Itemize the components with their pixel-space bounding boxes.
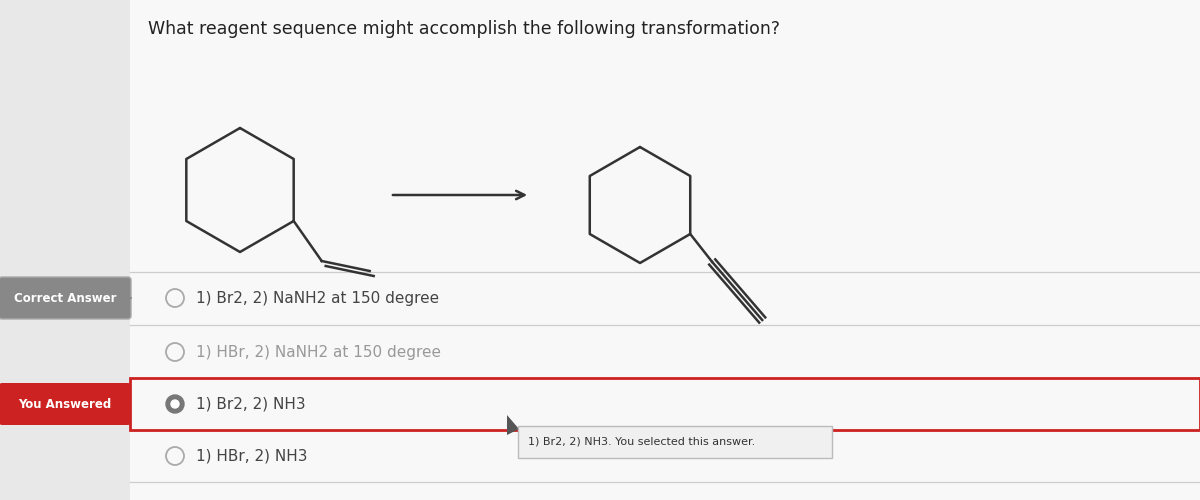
Circle shape (172, 400, 179, 408)
Text: 1) HBr, 2) NaNH2 at 150 degree: 1) HBr, 2) NaNH2 at 150 degree (196, 344, 442, 360)
Text: 1) Br2, 2) NaNH2 at 150 degree: 1) Br2, 2) NaNH2 at 150 degree (196, 290, 439, 306)
FancyBboxPatch shape (518, 426, 832, 458)
FancyBboxPatch shape (0, 0, 130, 500)
Text: 1) Br2, 2) NH3. You selected this answer.: 1) Br2, 2) NH3. You selected this answer… (528, 437, 755, 447)
Text: 1) HBr, 2) NH3: 1) HBr, 2) NH3 (196, 448, 307, 464)
FancyBboxPatch shape (0, 277, 131, 319)
FancyBboxPatch shape (0, 383, 131, 425)
Text: What reagent sequence might accomplish the following transformation?: What reagent sequence might accomplish t… (148, 20, 780, 38)
Polygon shape (508, 415, 520, 435)
Text: Correct Answer: Correct Answer (13, 292, 116, 304)
Text: 1) Br2, 2) NH3: 1) Br2, 2) NH3 (196, 396, 306, 411)
Circle shape (166, 395, 184, 413)
Text: You Answered: You Answered (18, 398, 112, 410)
FancyBboxPatch shape (130, 0, 1200, 500)
